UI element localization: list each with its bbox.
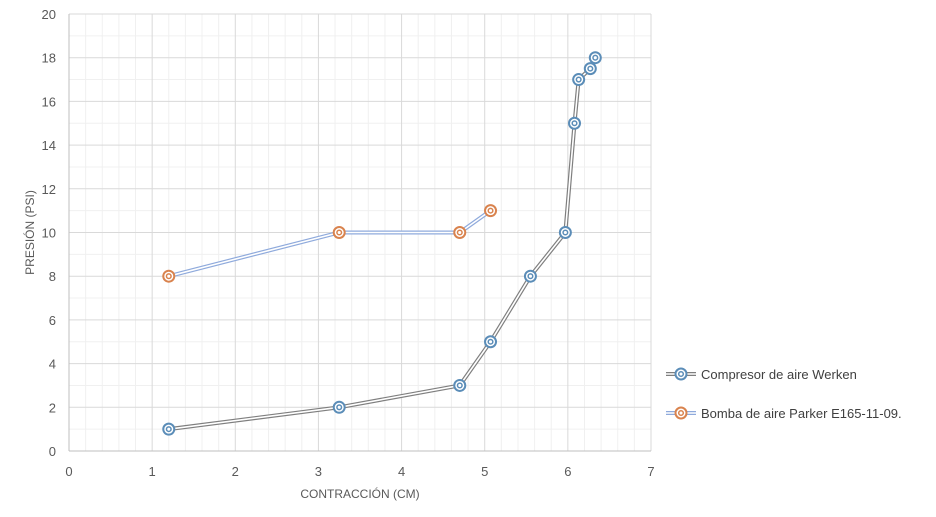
legend-marker-dot bbox=[677, 409, 685, 417]
data-point-dot bbox=[487, 207, 494, 214]
legend-marker-dot bbox=[677, 370, 685, 378]
y-tick-label: 4 bbox=[49, 357, 56, 372]
series-1-line bbox=[168, 56, 598, 432]
legend-marker bbox=[674, 367, 688, 381]
data-point bbox=[162, 422, 176, 436]
y-tick-label: 8 bbox=[49, 269, 56, 284]
y-tick-labels: 0 2 4 6 8 10 12 14 16 18 20 bbox=[42, 7, 56, 459]
x-tick-label: 2 bbox=[232, 464, 239, 479]
series-1 bbox=[162, 51, 602, 436]
data-point bbox=[484, 204, 498, 218]
legend-marker bbox=[674, 406, 688, 420]
series-2-line-inner bbox=[168, 209, 491, 277]
data-point bbox=[162, 269, 176, 283]
data-point-dot bbox=[487, 338, 494, 345]
data-point bbox=[332, 400, 346, 414]
series-layer bbox=[162, 51, 602, 436]
data-point bbox=[583, 62, 597, 76]
legend-item: Bomba de aire Parker E165-11-09. bbox=[666, 406, 902, 421]
series-2-line bbox=[168, 209, 492, 279]
y-tick-label: 6 bbox=[49, 313, 56, 328]
x-tick-labels: 0 1 2 3 4 5 6 7 bbox=[65, 464, 654, 479]
data-point bbox=[453, 226, 467, 239]
data-point-dot bbox=[571, 120, 578, 127]
data-point bbox=[572, 73, 586, 87]
series-2 bbox=[162, 204, 498, 283]
data-point-dot bbox=[336, 404, 343, 411]
y-tick-label: 18 bbox=[42, 51, 56, 66]
data-point bbox=[588, 51, 602, 65]
y-tick-label: 2 bbox=[49, 400, 56, 415]
legend-label: Compresor de aire Werken bbox=[701, 367, 857, 382]
x-tick-label: 3 bbox=[315, 464, 322, 479]
x-tick-label: 5 bbox=[481, 464, 488, 479]
y-tick-label: 10 bbox=[42, 226, 56, 241]
data-point bbox=[568, 116, 582, 130]
legend: Compresor de aire Werken Bomba de aire Pa… bbox=[666, 367, 902, 421]
data-point-dot bbox=[456, 382, 463, 389]
y-tick-label: 14 bbox=[42, 138, 56, 153]
legend-label: Bomba de aire Parker E165-11-09. bbox=[701, 406, 902, 421]
data-point-dot bbox=[527, 273, 534, 280]
x-tick-label: 6 bbox=[564, 464, 571, 479]
series-2-line-outer bbox=[168, 209, 492, 279]
data-point-dot bbox=[592, 54, 599, 61]
data-point bbox=[484, 335, 498, 349]
y-tick-label: 20 bbox=[42, 7, 56, 22]
series-1-line-inner bbox=[168, 57, 597, 430]
data-point bbox=[453, 378, 467, 392]
y-tick-label: 0 bbox=[49, 444, 56, 459]
x-tick-label: 0 bbox=[65, 464, 72, 479]
axis-lines bbox=[68, 14, 651, 452]
x-tick-label: 4 bbox=[398, 464, 405, 479]
y-tick-label: 16 bbox=[42, 94, 56, 109]
series-1-line-outer bbox=[168, 56, 598, 432]
data-point-dot bbox=[562, 229, 569, 236]
y-tick-label: 12 bbox=[42, 182, 56, 197]
data-point bbox=[523, 269, 537, 283]
data-point-dot bbox=[587, 65, 594, 72]
data-point bbox=[558, 226, 572, 239]
x-axis-title: CONTRACCIÓN (CM) bbox=[300, 486, 419, 501]
x-tick-label: 1 bbox=[149, 464, 156, 479]
y-axis-title: PRESIÓN (PSI) bbox=[22, 190, 37, 275]
x-tick-label: 7 bbox=[647, 464, 654, 479]
data-point-dot bbox=[165, 426, 172, 433]
data-point-dot bbox=[336, 229, 343, 236]
legend-item: Compresor de aire Werken bbox=[666, 367, 857, 382]
data-point-dot bbox=[575, 76, 582, 83]
data-point bbox=[332, 226, 346, 239]
data-point-dot bbox=[165, 273, 172, 280]
data-point-dot bbox=[456, 229, 463, 236]
